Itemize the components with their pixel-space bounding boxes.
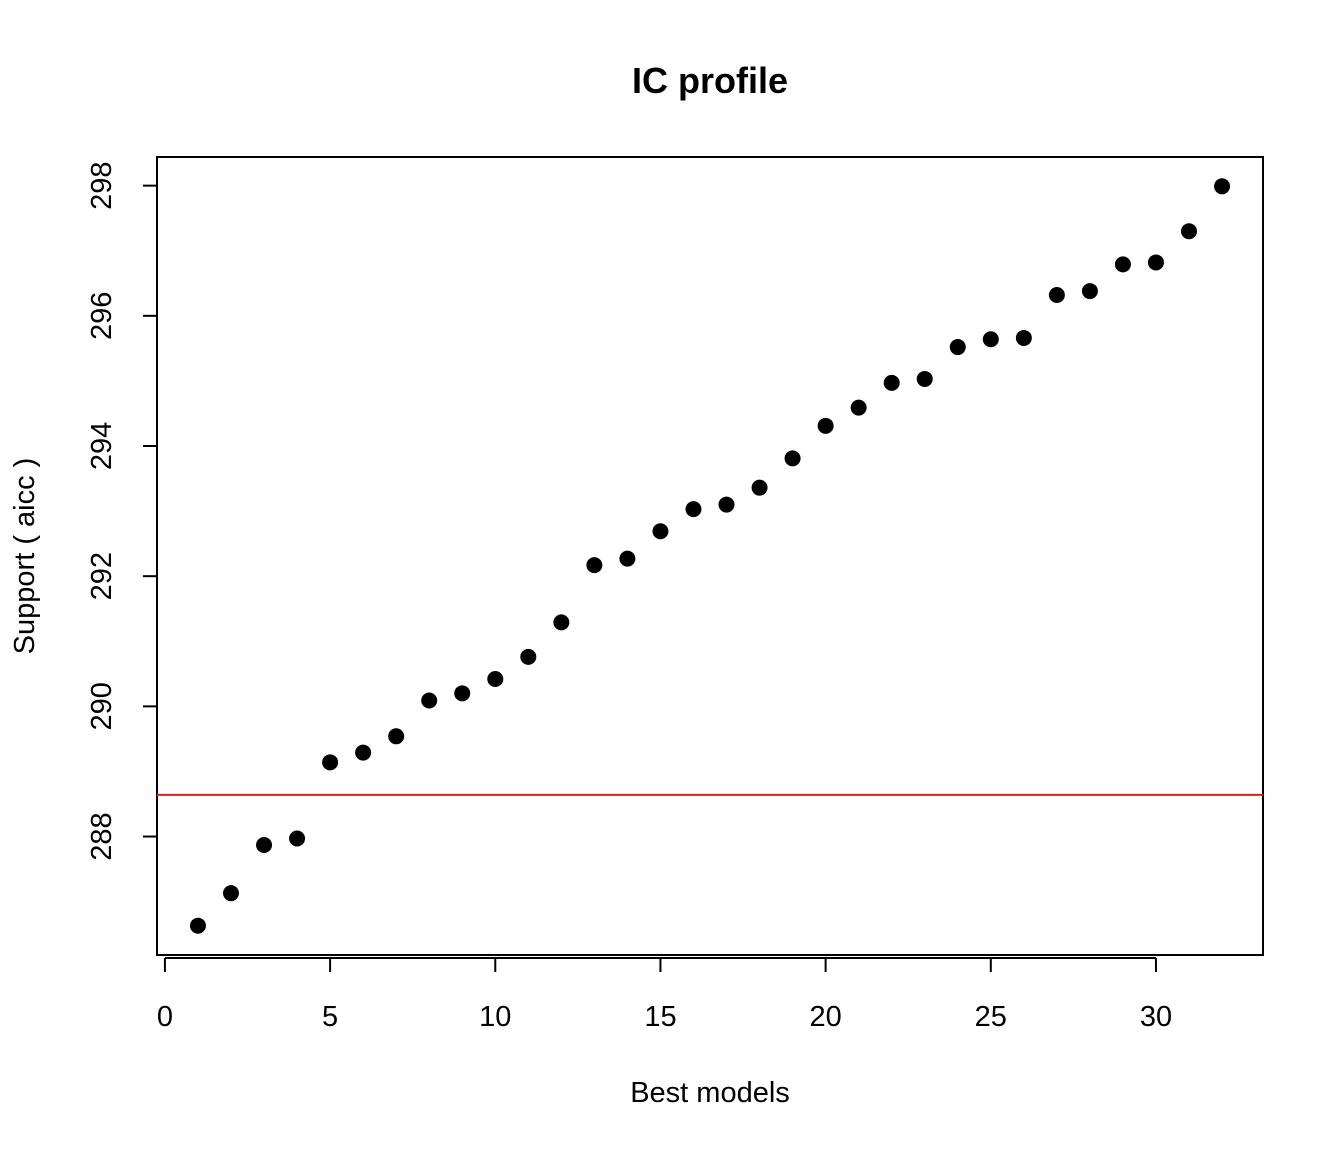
x-axis: 0 5 10 15 20 25 30 [157, 957, 1172, 1033]
data-point [817, 417, 834, 434]
x-tick-label: 20 [809, 1001, 841, 1033]
data-point [1214, 178, 1231, 195]
data-point [850, 399, 867, 416]
data-point [1147, 254, 1164, 271]
data-point [685, 501, 702, 518]
data-point [388, 728, 405, 745]
data-point [222, 885, 239, 902]
data-point [1081, 283, 1098, 300]
data-point [553, 614, 570, 631]
data-point [982, 331, 999, 348]
data-point [322, 754, 339, 771]
y-axis-title: Support ( aicc ) [9, 458, 41, 655]
x-tick-label: 5 [322, 1001, 338, 1033]
data-point [652, 523, 669, 540]
data-point [883, 374, 900, 391]
data-point [1015, 329, 1032, 346]
data-point [256, 836, 273, 853]
y-tick-label: 296 [86, 292, 118, 340]
x-tick-label: 15 [644, 1001, 676, 1033]
data-point [586, 557, 603, 574]
data-point [1048, 286, 1065, 303]
y-tick-label: 288 [86, 812, 118, 860]
y-tick-label: 294 [86, 422, 118, 470]
x-tick-label: 0 [157, 1001, 173, 1033]
y-tick-label: 298 [86, 161, 118, 209]
data-point [718, 496, 735, 513]
data-points [189, 178, 1231, 934]
data-point [784, 450, 801, 467]
data-point [916, 370, 933, 387]
data-point [487, 671, 504, 688]
data-point [421, 692, 438, 709]
data-point [189, 917, 206, 934]
y-tick-label: 292 [86, 552, 118, 600]
data-point [1181, 223, 1198, 240]
data-point [355, 744, 372, 761]
data-point [619, 550, 636, 567]
data-point [520, 648, 537, 665]
data-point [1114, 256, 1131, 273]
x-tick-label: 10 [479, 1001, 511, 1033]
x-axis-title: Best models [630, 1077, 790, 1109]
data-point [751, 479, 768, 496]
y-tick-label: 290 [86, 682, 118, 730]
x-tick-label: 30 [1140, 1001, 1172, 1033]
y-axis: 288 290 292 294 296 298 [86, 161, 158, 861]
data-point [454, 685, 471, 702]
data-point [289, 830, 306, 847]
x-tick-label: 25 [975, 1001, 1007, 1033]
data-point [949, 339, 966, 356]
chart-title: IC profile [632, 60, 788, 101]
